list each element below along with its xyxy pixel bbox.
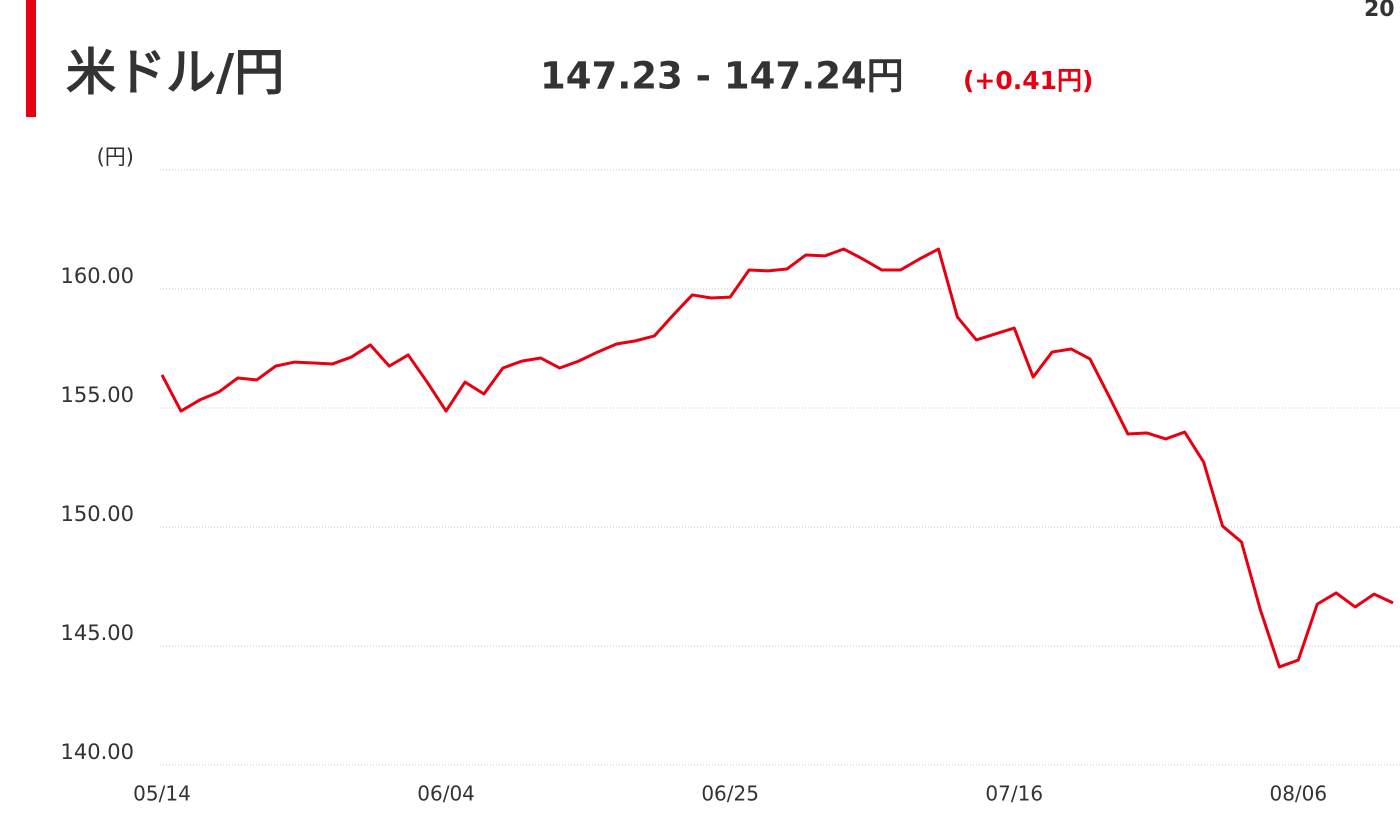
y-tick-label: (円) — [97, 145, 134, 169]
y-tick-label: 160.00 — [61, 264, 134, 288]
price: 147.23 - 147.24円 — [540, 55, 904, 98]
y-tick-label: 155.00 — [61, 383, 134, 407]
corner-text: 20 — [1364, 0, 1395, 22]
y-tick-label: 145.00 — [61, 621, 134, 645]
x-tick-label: 07/16 — [985, 782, 1043, 806]
y-tick-label: 150.00 — [61, 502, 134, 526]
x-tick-label: 08/06 — [1269, 782, 1327, 806]
x-tick-label: 06/25 — [701, 782, 759, 806]
y-tick-label: 140.00 — [61, 740, 134, 764]
accent-bar — [26, 0, 36, 117]
x-tick-label: 06/04 — [417, 782, 475, 806]
pair-title: 米ドル/円 — [66, 44, 284, 102]
x-tick-label: 05/14 — [133, 782, 191, 806]
price-change: (+0.41円) — [963, 66, 1093, 95]
price-line — [160, 247, 1394, 669]
